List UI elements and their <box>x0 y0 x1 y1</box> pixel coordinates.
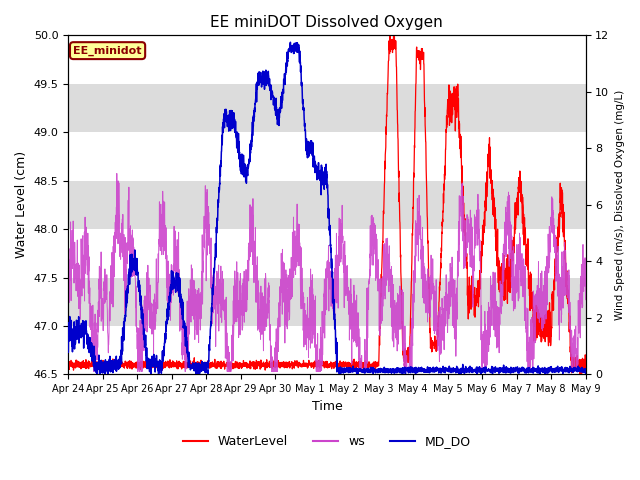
Text: EE_minidot: EE_minidot <box>74 46 142 56</box>
Bar <box>68 229 586 277</box>
Bar <box>68 180 586 229</box>
Legend: WaterLevel, ws, MD_DO: WaterLevel, ws, MD_DO <box>178 430 476 453</box>
Bar <box>68 132 586 180</box>
Title: EE miniDOT Dissolved Oxygen: EE miniDOT Dissolved Oxygen <box>211 15 444 30</box>
Bar <box>68 36 586 84</box>
Y-axis label: Wind Speed (m/s), Dissolved Oxygen (mg/L): Wind Speed (m/s), Dissolved Oxygen (mg/L… <box>615 90 625 320</box>
Bar <box>68 84 586 132</box>
Y-axis label: Water Level (cm): Water Level (cm) <box>15 151 28 258</box>
Bar <box>68 277 586 326</box>
X-axis label: Time: Time <box>312 400 342 413</box>
Bar <box>68 326 586 374</box>
